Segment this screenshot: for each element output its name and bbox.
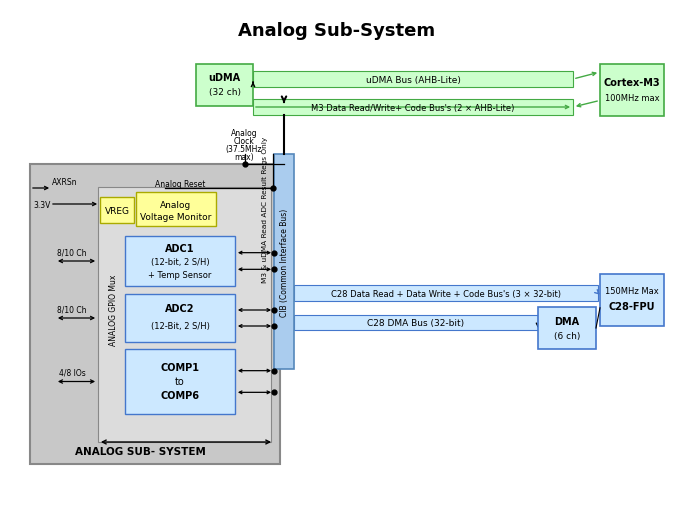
Text: COMP6: COMP6	[160, 390, 200, 400]
Text: (6 ch): (6 ch)	[554, 331, 580, 340]
Text: Analog: Analog	[231, 128, 257, 137]
Bar	[196, 65, 253, 107]
Text: 8/10 Ch: 8/10 Ch	[57, 305, 87, 314]
Text: VREG: VREG	[104, 206, 129, 215]
Bar	[98, 188, 271, 442]
Bar	[600, 274, 664, 326]
Text: C28 DMA Bus (32-bit): C28 DMA Bus (32-bit)	[367, 318, 464, 327]
Bar	[600, 65, 664, 117]
Text: uDMA: uDMA	[208, 73, 241, 83]
Text: Voltage Monitor: Voltage Monitor	[140, 212, 212, 221]
Text: C28-FPU: C28-FPU	[609, 301, 655, 312]
Bar	[294, 285, 598, 301]
Text: 4/8 IOs: 4/8 IOs	[59, 368, 86, 377]
Bar	[294, 316, 538, 330]
Bar	[100, 197, 134, 224]
Text: (32 ch): (32 ch)	[208, 87, 241, 96]
Bar	[253, 100, 573, 116]
Text: ANALOG SUB- SYSTEM: ANALOG SUB- SYSTEM	[75, 446, 206, 456]
Bar	[253, 72, 573, 88]
Text: (12-bit, 2 S/H): (12-bit, 2 S/H)	[151, 257, 210, 266]
Bar	[30, 165, 280, 464]
Text: 150MHz Max: 150MHz Max	[605, 286, 659, 295]
Bar	[125, 236, 235, 286]
Bar	[538, 308, 596, 349]
Text: CIB (Common Interface Bus): CIB (Common Interface Bus)	[280, 208, 288, 316]
Bar	[274, 155, 294, 369]
Text: Analog Reset: Analog Reset	[155, 179, 205, 188]
Text: to: to	[175, 376, 185, 386]
Text: ADC2: ADC2	[165, 304, 195, 314]
Text: 3.3V: 3.3V	[33, 200, 51, 209]
Text: 100MHz max: 100MHz max	[605, 93, 659, 103]
Text: uDMA Bus (AHB-Lite): uDMA Bus (AHB-Lite)	[365, 75, 460, 84]
Text: + Temp Sensor: + Temp Sensor	[148, 270, 212, 279]
Text: Analog: Analog	[160, 200, 191, 209]
Text: C28 Data Read + Data Write + Code Bus's (3 × 32-bit): C28 Data Read + Data Write + Code Bus's …	[331, 289, 561, 298]
Text: Analog Sub-System: Analog Sub-System	[239, 22, 435, 40]
Bar	[125, 294, 235, 342]
Text: AXRSn: AXRSn	[52, 177, 78, 186]
Bar	[125, 349, 235, 414]
Text: M3 Data Read/Write+ Code Bus's (2 × AHB-Lite): M3 Data Read/Write+ Code Bus's (2 × AHB-…	[311, 104, 515, 112]
Text: ADC1: ADC1	[165, 243, 195, 254]
Bar	[136, 192, 216, 227]
Text: DMA: DMA	[555, 316, 580, 326]
Text: Clock: Clock	[234, 136, 254, 145]
Text: 8/10 Ch: 8/10 Ch	[57, 248, 87, 257]
Text: (37.5MHz: (37.5MHz	[226, 144, 262, 153]
Text: COMP1: COMP1	[160, 362, 200, 372]
Text: ANALOG GPIO Mux: ANALOG GPIO Mux	[109, 274, 117, 345]
Text: max): max)	[234, 152, 254, 161]
Text: (12-Bit, 2 S/H): (12-Bit, 2 S/H)	[150, 322, 210, 331]
Text: M3 & uDMA Read ADC Result Regs Only: M3 & uDMA Read ADC Result Regs Only	[262, 137, 268, 283]
Text: Cortex-M3: Cortex-M3	[604, 78, 661, 88]
